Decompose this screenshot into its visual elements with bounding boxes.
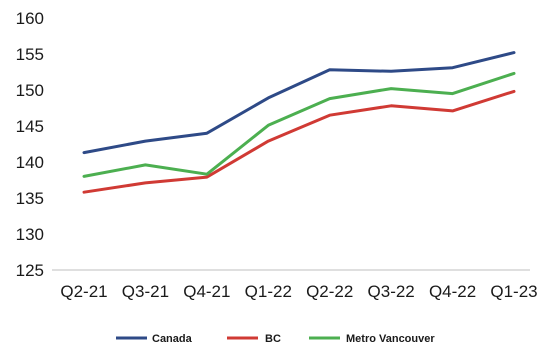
y-tick-label: 140 [16, 153, 44, 172]
series-line-canada [82, 51, 516, 155]
y-tick-label: 155 [16, 45, 44, 64]
y-axis: 125 130 135 140 145 150 155 160 [16, 9, 44, 280]
x-tick-label: Q2-22 [306, 282, 353, 301]
x-tick-label: Q3-21 [122, 282, 169, 301]
x-tick-label: Q3-22 [368, 282, 415, 301]
y-tick-label: 125 [16, 261, 44, 280]
legend-label: Canada [152, 333, 193, 345]
series-line-metro-vancouver [82, 71, 516, 178]
x-tick-label: Q1-22 [245, 282, 292, 301]
y-tick-label: 130 [16, 225, 44, 244]
legend-label: BC [265, 333, 281, 345]
y-tick-label: 150 [16, 81, 44, 100]
x-tick-label: Q4-22 [429, 282, 476, 301]
x-axis: Q2-21 Q3-21 Q4-21 Q1-22 Q2-22 Q3-22 Q4-22 Q1-23 [60, 282, 537, 301]
x-tick-label: Q4-21 [183, 282, 230, 301]
x-tick-label: Q2-21 [60, 282, 107, 301]
series-lines [82, 51, 516, 194]
legend: Canada BC Metro Vancouver [116, 333, 435, 345]
series-line-bc [82, 89, 516, 194]
y-tick-label: 145 [16, 117, 44, 136]
x-tick-label: Q1-23 [490, 282, 537, 301]
legend-label: Metro Vancouver [346, 333, 435, 345]
y-tick-label: 160 [16, 9, 44, 28]
y-tick-label: 135 [16, 189, 44, 208]
